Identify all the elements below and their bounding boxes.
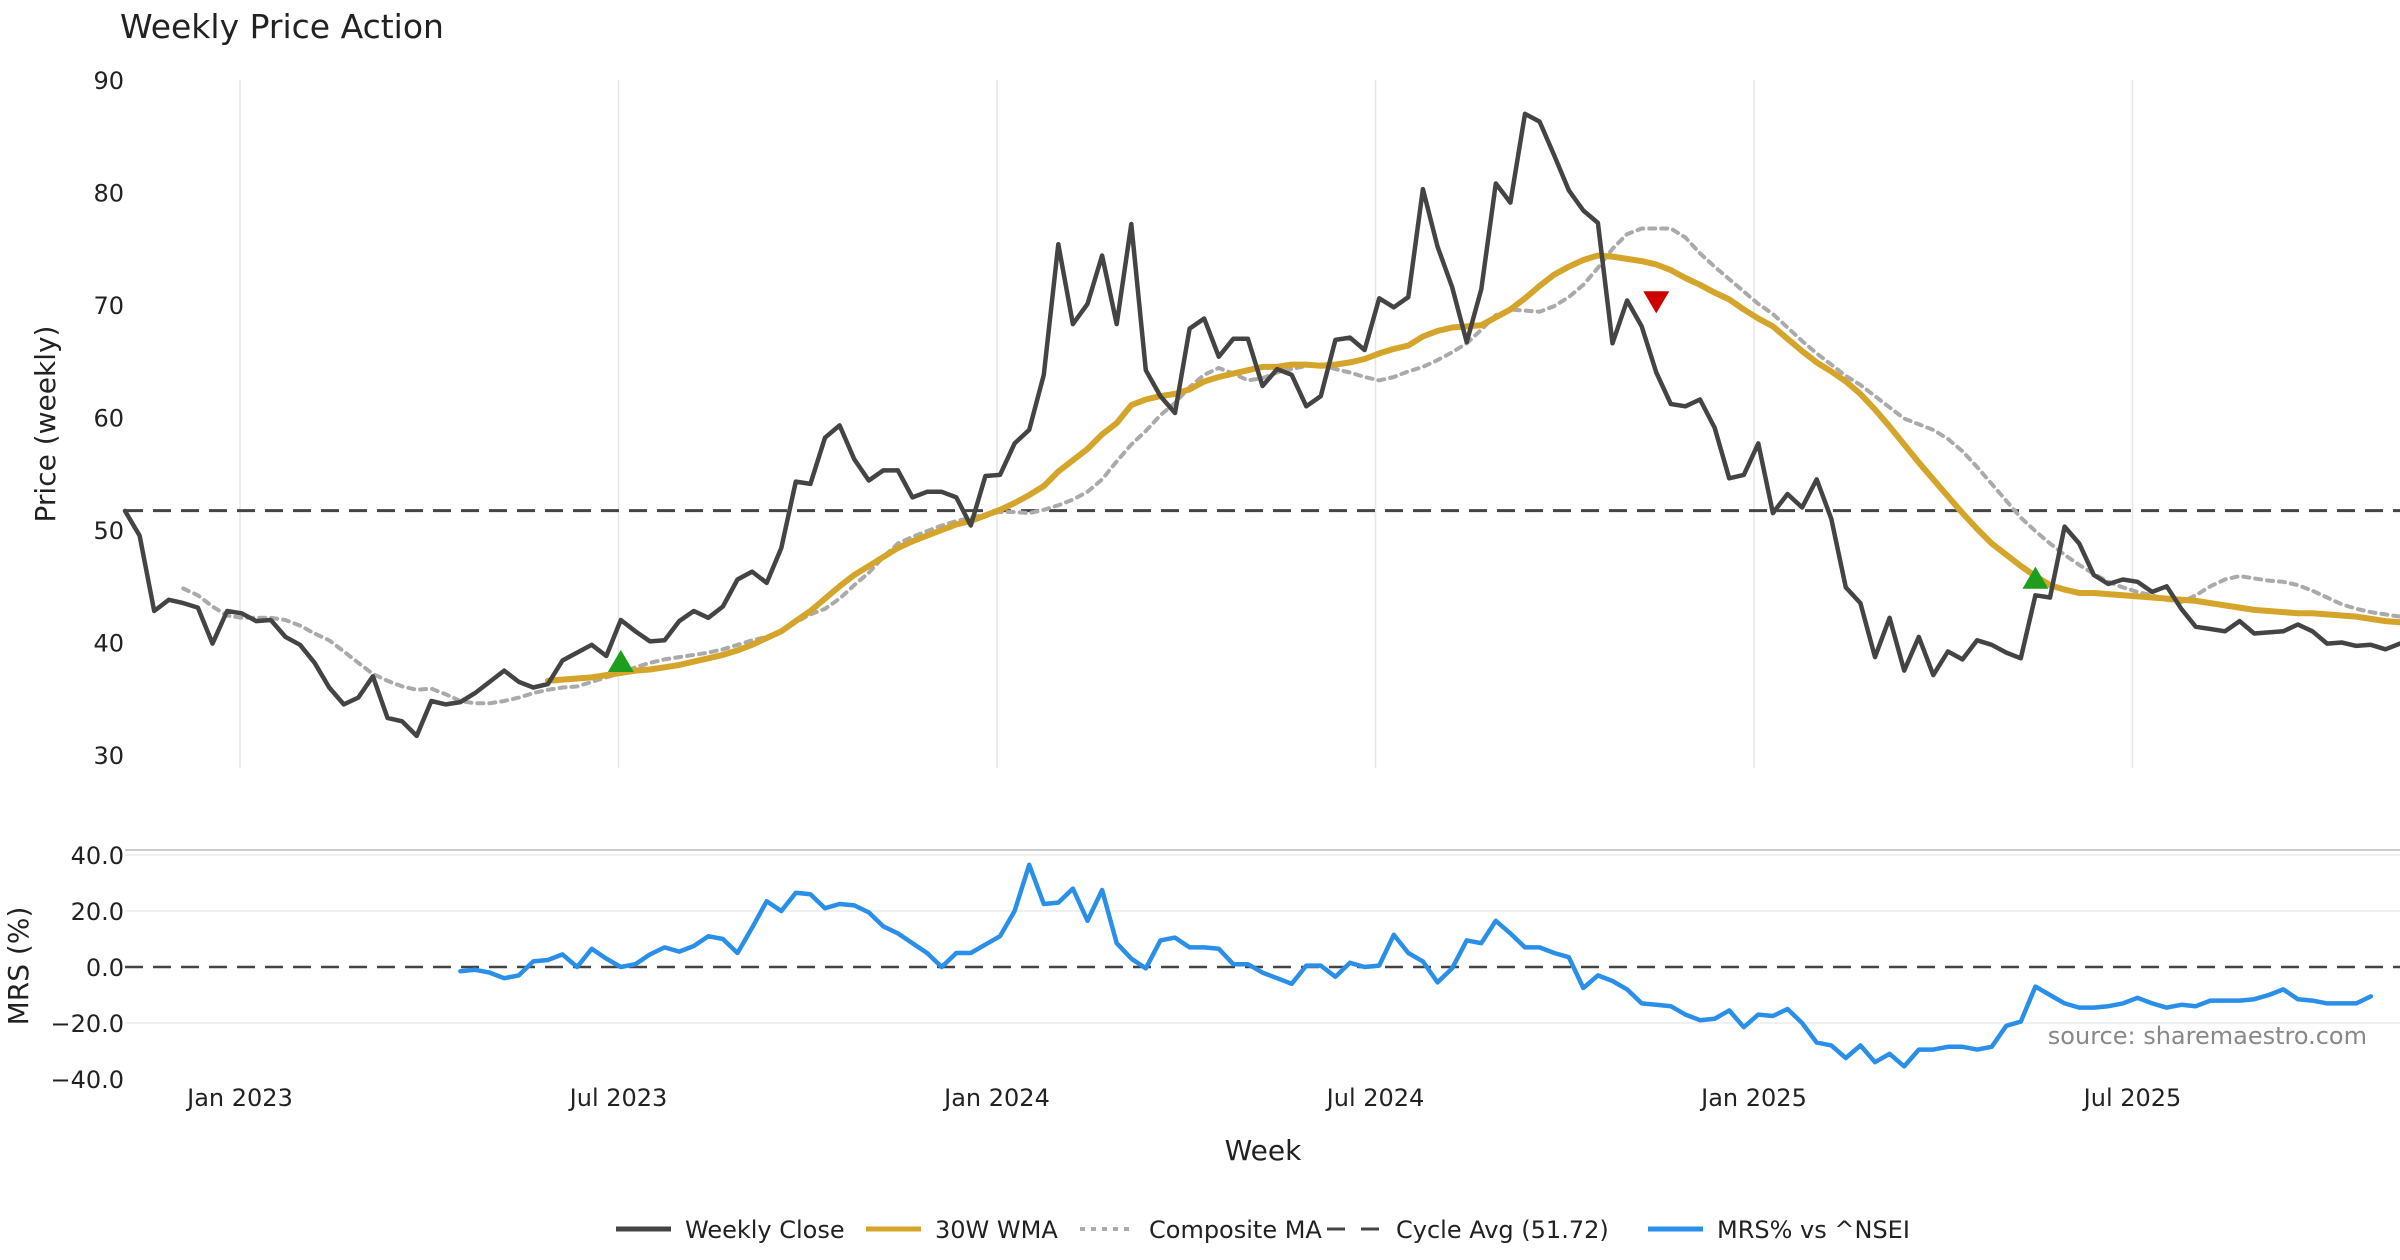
x-tick-label: Jul 2024 <box>1325 1084 1425 1112</box>
mrs-y-tick-label: 40.0 <box>71 842 124 870</box>
price-y-tick-label: 80 <box>93 180 124 208</box>
mrs-y-tick-label: −20.0 <box>50 1010 124 1038</box>
x-tick-label: Jan 2023 <box>185 1084 293 1112</box>
price-y-tick-label: 40 <box>93 630 124 658</box>
legend-label: Composite MA <box>1149 1216 1322 1244</box>
mrs-series-group <box>458 862 2374 1069</box>
mrs-y-tick-label: −40.0 <box>50 1066 124 1094</box>
legend-label: Cycle Avg (51.72) <box>1396 1216 1609 1244</box>
x-axis-label: Week <box>1225 1134 1302 1167</box>
price-y-tick-label: 30 <box>93 742 124 770</box>
mrs-y-axis-label: MRS (%) <box>2 907 35 1026</box>
price-y-tick-label: 90 <box>93 67 124 95</box>
mrs-y-axis: −40.0 −20.0 0.0 20.0 40.0 <box>50 842 124 1094</box>
weekly-close-line <box>122 111 2400 739</box>
price-series-group <box>122 111 2400 739</box>
x-tick-label: Jul 2023 <box>568 1084 668 1112</box>
price-panel-gridlines <box>239 80 2134 768</box>
signal-markers <box>607 291 2049 673</box>
price-y-tick-label: 50 <box>93 517 124 545</box>
chart-title: Weekly Price Action <box>120 7 444 46</box>
mrs-y-tick-label: 0.0 <box>86 954 124 982</box>
x-axis: Jan 2023 Jul 2023 Jan 2024 Jul 2024 Jan 2025… <box>185 1084 2181 1112</box>
30w-wma-line <box>544 252 2400 684</box>
x-tick-label: Jul 2025 <box>2082 1084 2182 1112</box>
composite-ma-line <box>181 226 2400 706</box>
x-tick-label: Jan 2024 <box>942 1084 1050 1112</box>
price-y-axis-label: Price (weekly) <box>29 326 62 523</box>
buy-signal-marker <box>607 649 634 673</box>
mrs-line <box>458 862 2374 1069</box>
source-credit: source: sharemaestro.com <box>2048 1022 2367 1050</box>
price-y-tick-label: 70 <box>93 292 124 320</box>
mrs-y-tick-label: 20.0 <box>71 898 124 926</box>
price-y-tick-label: 60 <box>93 405 124 433</box>
legend-label: Weekly Close <box>685 1216 845 1244</box>
x-tick-label: Jan 2025 <box>1699 1084 1807 1112</box>
legend-label: 30W WMA <box>935 1216 1058 1244</box>
legend: Weekly Close 30W WMA Composite MA Cycle Avg… <box>616 1216 1910 1244</box>
buy-signal-marker <box>2022 566 2049 589</box>
legend-label: MRS% vs ^NSEI <box>1717 1216 1910 1244</box>
sell-signal-marker <box>1643 291 1670 314</box>
price-y-axis: 30 40 50 60 70 80 90 <box>93 67 124 770</box>
